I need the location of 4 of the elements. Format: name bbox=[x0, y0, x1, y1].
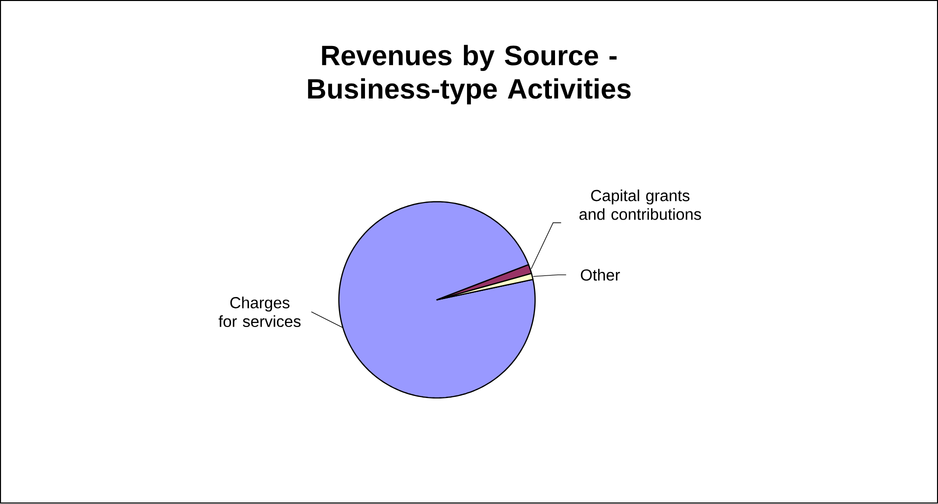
slice-label: Charges for services bbox=[218, 296, 301, 328]
slice-label: Other bbox=[580, 269, 620, 281]
chart-title: Revenues by Source - Business-type Activities bbox=[308, 45, 631, 105]
slice-label: Capital grants and contributions bbox=[579, 190, 702, 220]
